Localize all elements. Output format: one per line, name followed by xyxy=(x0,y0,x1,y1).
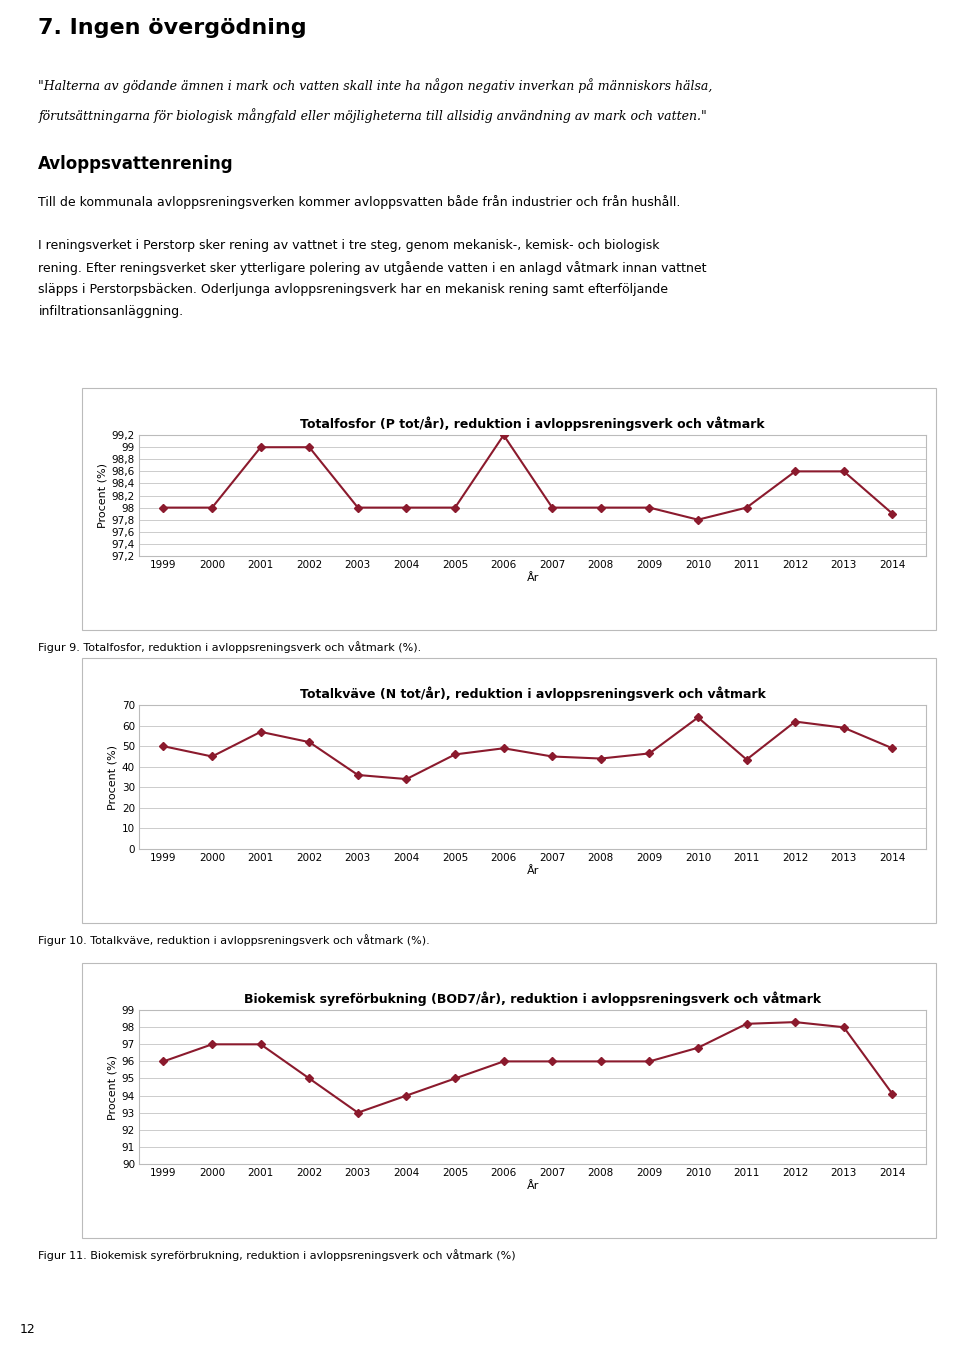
Y-axis label: Procent (%): Procent (%) xyxy=(108,745,118,810)
Text: infiltrationsanläggning.: infiltrationsanläggning. xyxy=(38,304,183,318)
Title: Totalkväve (N tot/år), reduktion i avloppsreningsverk och våtmark: Totalkväve (N tot/år), reduktion i avlop… xyxy=(300,687,766,702)
Text: Till de kommunala avloppsreningsverken kommer avloppsvatten både från industrier: Till de kommunala avloppsreningsverken k… xyxy=(38,195,681,209)
Title: Biokemisk syreförbukning (BOD7/år), reduktion i avloppsreningsverk och våtmark: Biokemisk syreförbukning (BOD7/år), redu… xyxy=(244,991,822,1006)
Text: I reningsverket i Perstorp sker rening av vattnet i tre steg, genom mekanisk-, k: I reningsverket i Perstorp sker rening a… xyxy=(38,238,660,252)
Text: Figur 9. Totalfosfor, reduktion i avloppsreningsverk och våtmark (%).: Figur 9. Totalfosfor, reduktion i avlopp… xyxy=(38,641,421,653)
Text: "Halterna av gödande ämnen i mark och vatten skall inte ha någon negativ inverka: "Halterna av gödande ämnen i mark och va… xyxy=(38,78,712,93)
Text: släpps i Perstorpsbäcken. Oderljunga avloppsreningsverk har en mekanisk rening s: släpps i Perstorpsbäcken. Oderljunga avl… xyxy=(38,283,668,296)
Text: Avloppsvattenrening: Avloppsvattenrening xyxy=(38,155,234,172)
X-axis label: År: År xyxy=(527,1181,539,1191)
Text: 12: 12 xyxy=(19,1323,35,1336)
Text: 7. Ingen övergödning: 7. Ingen övergödning xyxy=(38,18,307,38)
Title: Totalfosfor (P tot/år), reduktion i avloppsreningsverk och våtmark: Totalfosfor (P tot/år), reduktion i avlo… xyxy=(300,416,765,431)
X-axis label: År: År xyxy=(527,572,539,583)
Y-axis label: Procent (%): Procent (%) xyxy=(98,463,108,528)
Text: förutsättningarna för biologisk mångfald eller möjligheterna till allsidig använ: förutsättningarna för biologisk mångfald… xyxy=(38,108,708,123)
Text: Figur 10. Totalkväve, reduktion i avloppsreningsverk och våtmark (%).: Figur 10. Totalkväve, reduktion i avlopp… xyxy=(38,933,430,946)
Text: Figur 11. Biokemisk syreförbrukning, reduktion i avloppsreningsverk och våtmark : Figur 11. Biokemisk syreförbrukning, red… xyxy=(38,1249,516,1261)
Text: rening. Efter reningsverket sker ytterligare polering av utgående vatten i en an: rening. Efter reningsverket sker ytterli… xyxy=(38,261,707,275)
X-axis label: År: År xyxy=(527,866,539,876)
Y-axis label: Procent (%): Procent (%) xyxy=(108,1055,118,1119)
